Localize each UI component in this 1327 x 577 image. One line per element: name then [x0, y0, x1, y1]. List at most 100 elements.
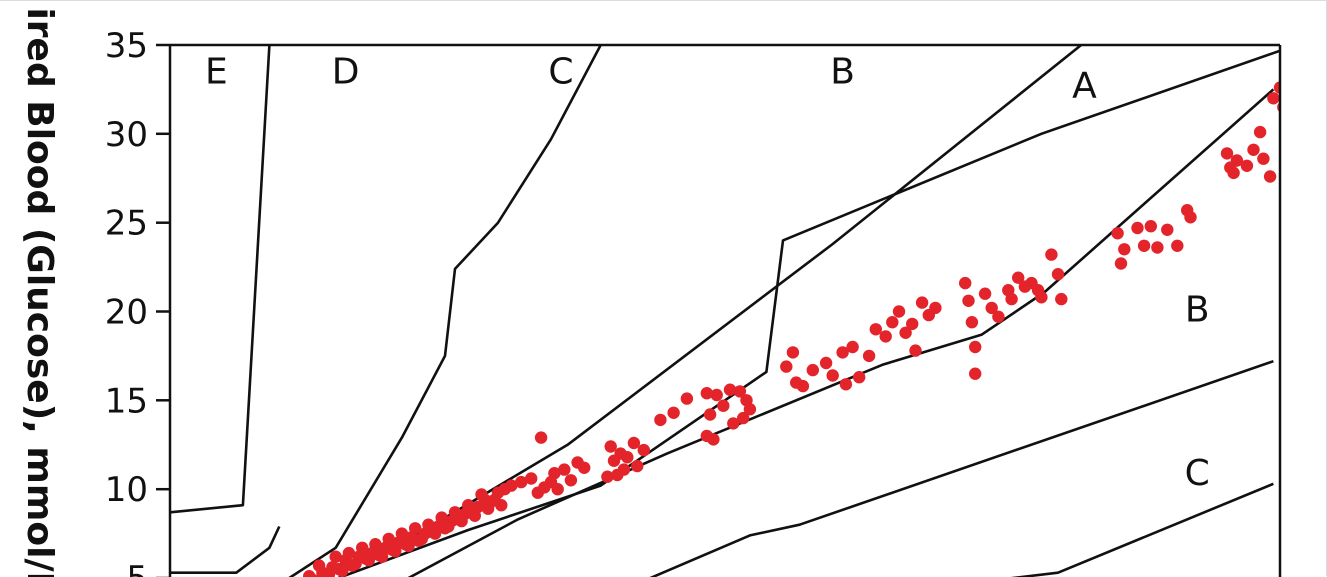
data-point — [475, 488, 487, 500]
data-point — [681, 392, 693, 404]
data-point — [707, 433, 719, 445]
data-point — [1035, 291, 1047, 303]
data-point — [827, 369, 839, 381]
data-point — [1118, 243, 1130, 255]
data-point — [863, 350, 875, 362]
data-point — [667, 407, 679, 419]
data-point — [1247, 144, 1259, 156]
y-axis-ticks: 5101520253035 — [105, 26, 170, 577]
data-point — [369, 538, 381, 550]
y-tick-label: 10 — [105, 470, 148, 510]
data-point — [402, 540, 414, 552]
data-point — [1145, 220, 1157, 232]
data-point — [1151, 241, 1163, 253]
data-point — [906, 318, 918, 330]
data-point — [578, 462, 590, 474]
data-point — [363, 554, 375, 566]
data-points — [303, 66, 1296, 577]
data-point — [1267, 92, 1279, 104]
data-point — [1115, 257, 1127, 269]
data-point — [704, 408, 716, 420]
data-point — [654, 414, 666, 426]
data-point — [416, 533, 428, 545]
data-point — [1171, 240, 1183, 252]
data-point — [330, 551, 342, 563]
data-point — [787, 346, 799, 358]
data-point — [886, 316, 898, 328]
data-point — [807, 364, 819, 376]
data-point — [916, 296, 928, 308]
data-point — [780, 360, 792, 372]
y-tick-label: 30 — [105, 115, 148, 155]
data-point — [631, 460, 643, 472]
data-point — [356, 542, 368, 554]
data-point — [1264, 170, 1276, 182]
axes — [170, 45, 1280, 577]
zone-boundary-line — [289, 45, 600, 577]
data-point — [409, 522, 421, 534]
data-point — [429, 527, 441, 539]
data-point — [525, 472, 537, 484]
data-point — [969, 341, 981, 353]
data-point — [1052, 268, 1064, 280]
zone-label-a: A — [1072, 66, 1097, 107]
zone-boundaries — [170, 45, 1297, 577]
zone-label-c: C — [1185, 453, 1210, 494]
data-point — [1221, 147, 1233, 159]
data-point — [846, 341, 858, 353]
data-point — [853, 371, 865, 383]
zone-label-d: D — [332, 51, 360, 92]
data-point — [611, 469, 623, 481]
data-point — [1241, 160, 1253, 172]
data-point — [1055, 293, 1067, 305]
data-point — [1227, 167, 1239, 179]
data-point — [638, 444, 650, 456]
data-point — [389, 545, 401, 557]
data-point — [717, 400, 729, 412]
data-point — [1111, 227, 1123, 239]
zone-label-e: E — [205, 51, 228, 92]
y-axis-title: ired Blood (Glucose), mmol/L — [19, 7, 60, 577]
data-point — [621, 451, 633, 463]
data-point — [1257, 153, 1269, 165]
zone-boundary-line — [170, 527, 279, 573]
data-point — [929, 302, 941, 314]
data-point — [495, 499, 507, 511]
data-point — [548, 467, 560, 479]
y-tick-label: 20 — [105, 293, 148, 333]
data-point — [462, 499, 474, 511]
data-point — [1045, 248, 1057, 260]
data-point — [455, 515, 467, 527]
zone-boundary-line — [170, 45, 269, 512]
data-point — [909, 344, 921, 356]
data-point — [1005, 293, 1017, 305]
data-point — [1254, 126, 1266, 138]
data-point — [840, 378, 852, 390]
data-point — [383, 533, 395, 545]
data-point — [1019, 280, 1031, 292]
zone-boundary-line — [833, 484, 1274, 577]
data-point — [336, 565, 348, 577]
data-point — [313, 559, 325, 571]
zone-boundary-line — [319, 45, 1297, 577]
data-point — [959, 277, 971, 289]
data-point — [1138, 240, 1150, 252]
data-point — [396, 527, 408, 539]
data-point — [992, 311, 1004, 323]
data-point — [701, 387, 713, 399]
y-tick-label: 15 — [105, 381, 148, 421]
data-point — [343, 547, 355, 559]
y-tick-label: 5 — [126, 559, 148, 577]
data-point — [966, 316, 978, 328]
y-axis-title-group: ired Blood (Glucose), mmol/L — [19, 7, 60, 577]
data-point — [724, 384, 736, 396]
data-point — [469, 510, 481, 522]
zone-boundary-line — [319, 45, 1081, 577]
data-point — [605, 440, 617, 452]
data-point — [893, 305, 905, 317]
data-point — [979, 288, 991, 300]
data-point — [820, 357, 832, 369]
data-point — [376, 551, 388, 563]
data-point — [962, 295, 974, 307]
